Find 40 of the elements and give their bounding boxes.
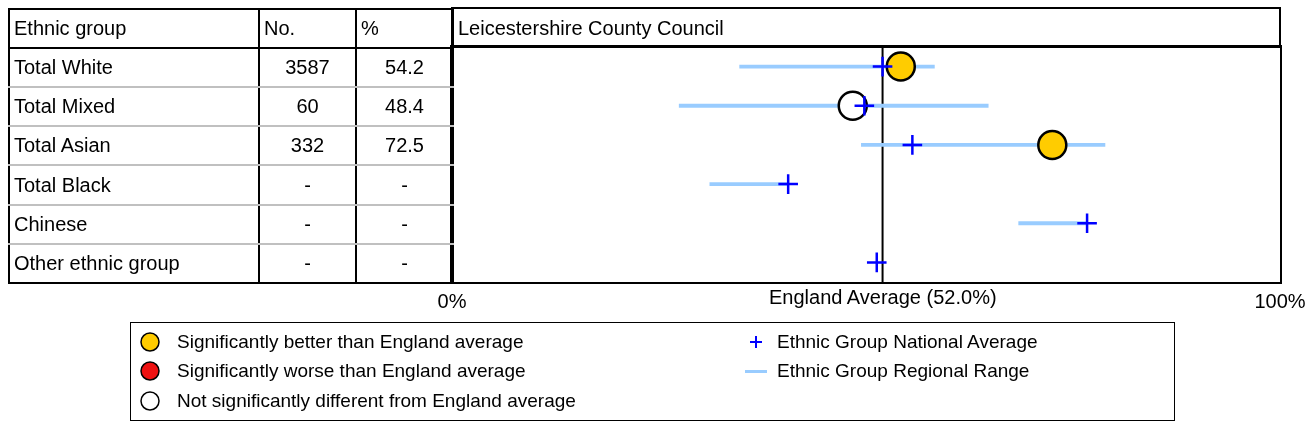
category-label: Total Black — [9, 165, 259, 205]
category-label: Total Mixed — [9, 87, 259, 127]
data-label: 48.4 — [356, 87, 453, 127]
legend-label: Significantly better than England average — [177, 330, 524, 353]
point — [901, 133, 924, 156]
data-label: 332 — [259, 126, 356, 166]
text: No. — [259, 9, 356, 48]
point — [777, 173, 800, 196]
data-label: 72.5 — [356, 126, 453, 166]
legend-label: Not significantly different from England average — [177, 390, 576, 413]
data-label: 54.2 — [356, 48, 453, 88]
category-label: Other ethnic group — [9, 243, 259, 283]
chart-title: Leicestershire County Council — [458, 17, 724, 39]
legend-label: % — [356, 9, 453, 48]
data-label: - — [259, 243, 356, 283]
data-label: 60 — [259, 87, 356, 127]
point — [853, 94, 876, 117]
data-label: - — [356, 204, 453, 244]
category-label: Total Asian — [9, 126, 259, 166]
category-label: Chinese — [9, 204, 259, 244]
point — [1076, 212, 1099, 235]
point — [865, 251, 888, 274]
data-label: - — [259, 204, 356, 244]
ref-line-label: England Average (52.0%) — [769, 286, 997, 308]
legend-label: Significantly worse than England average — [177, 360, 526, 383]
bar — [709, 182, 789, 187]
data-label: - — [356, 165, 453, 205]
data-label: 3587 — [259, 48, 356, 88]
point — [1037, 129, 1068, 161]
bar — [678, 103, 989, 108]
point — [885, 51, 917, 82]
data-label: - — [259, 165, 356, 205]
point — [871, 55, 894, 78]
x-tick-label: 0% — [437, 290, 467, 312]
text: Ethnic group — [9, 9, 259, 48]
data-label: - — [356, 243, 453, 283]
category-label: Total White — [9, 48, 259, 88]
x-tick-label: 100% — [1254, 290, 1306, 312]
legend-label: Ethnic Group Regional Range — [777, 360, 1030, 383]
legend-label: Ethnic Group National Average — [777, 330, 1038, 353]
